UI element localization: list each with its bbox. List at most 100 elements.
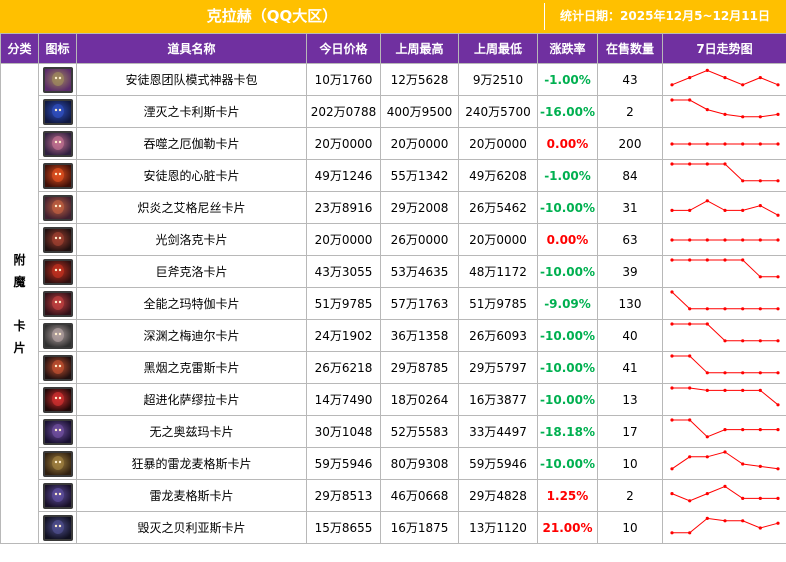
col-7day-trend: 7日走势图 [662,33,786,64]
last-week-high: 55万1342 [380,159,459,192]
trend-point [722,450,727,454]
trend-cell [662,223,786,256]
table-row: 湮灭之卡利斯卡片 202万0788 400万9500 240万5700 -16.00% 2 [1,95,786,128]
last-week-low: 26万6093 [458,319,538,352]
trend-point [740,496,744,500]
today-price: 15万8655 [306,511,381,544]
col-on-sale-qty: 在售数量 [597,33,663,64]
trend-point [705,371,709,375]
today-price: 43万3055 [306,255,381,288]
monster-card-icon[interactable] [42,290,73,317]
monster-card-icon[interactable] [42,162,73,189]
trend-point [740,307,744,311]
trend-point [775,339,780,343]
trend-point [669,258,674,262]
trend-point [705,322,709,326]
last-week-low: 49万6208 [458,159,538,192]
table-row: 毁灭之贝利亚斯卡片 15万8655 16万1875 13万1120 21.00% 10 [1,511,786,544]
monster-card-icon[interactable] [42,514,73,541]
trend-point [687,76,691,80]
trend-point [705,238,709,242]
icon-cell [38,319,77,352]
monster-card-icon[interactable] [42,386,73,413]
today-price: 59万5946 [306,447,381,480]
on-sale-qty: 84 [597,159,663,192]
trend-point [722,76,727,80]
last-week-high: 57万1763 [380,287,459,320]
trend-cell [662,95,786,128]
trend-cell [662,479,786,512]
last-week-low: 26万5462 [458,191,538,224]
icon-cell [38,95,77,128]
trend-point [775,142,780,146]
item-name: 湮灭之卡利斯卡片 [76,95,307,128]
monster-card-icon[interactable] [42,98,73,125]
trend-point [740,179,744,183]
trend-point [775,275,780,279]
item-name: 狂暴的雷龙麦格斯卡片 [76,447,307,480]
card-pack-icon[interactable] [42,66,73,93]
trend-point [722,142,727,146]
trend-point [669,98,674,102]
trend-point [740,462,744,466]
trend-sparkline [669,98,780,119]
change-rate: -9.09% [537,287,598,320]
last-week-high: 46万0668 [380,479,459,512]
today-price: 23万8916 [306,191,381,224]
last-week-high: 12万5628 [380,63,459,96]
col-today-price: 今日价格 [306,33,381,64]
table-body: 附魔卡片安徒恩团队模式神器卡包 10万1760 12万5628 9万2510 -1.00… [0,63,786,544]
trend-line [671,323,778,342]
on-sale-qty: 40 [597,319,663,352]
monster-card-icon[interactable] [42,194,73,221]
last-week-low: 20万0000 [458,127,538,160]
trend-sparkline [669,68,780,87]
item-name: 巨斧克洛卡片 [76,255,307,288]
trend-sparkline [669,199,780,217]
change-rate: -10.00% [537,319,598,352]
last-week-high: 36万1358 [380,319,459,352]
monster-card-icon[interactable] [42,322,73,349]
monster-card-icon[interactable] [42,226,73,253]
icon-cell [38,415,77,448]
trend-point [758,428,762,432]
monster-card-icon[interactable] [42,418,73,445]
item-name: 雷龙麦格斯卡片 [76,479,307,512]
monster-card-icon[interactable] [42,258,73,285]
item-name: 光剑洛克卡片 [76,223,307,256]
trend-point [669,208,674,212]
title-divider [544,3,545,30]
trend-sparkline [669,354,780,375]
icon-cell [38,351,77,384]
icon-cell [38,383,77,416]
trend-point [740,83,744,87]
monster-card-icon[interactable] [42,482,73,509]
trend-sparkline [669,290,780,311]
change-rate: -10.00% [537,255,598,288]
trend-cell [662,191,786,224]
table-row: 超进化萨缪拉卡片 14万7490 18万0264 16万3877 -10.00% 13 [1,383,786,416]
trend-point [705,258,709,262]
on-sale-qty: 39 [597,255,663,288]
change-rate: -10.00% [537,191,598,224]
trend-point [775,371,780,375]
last-week-high: 52万5583 [380,415,459,448]
trend-point [687,455,691,459]
trend-point [740,115,744,119]
trend-point [705,199,709,203]
icon-cell [38,447,77,480]
trend-point [687,162,691,166]
trend-point [669,492,674,496]
monster-card-icon[interactable] [42,130,73,157]
trend-point [722,428,727,432]
last-week-low: 240万5700 [458,95,538,128]
trend-point [687,307,691,311]
trend-point [687,499,691,503]
monster-card-icon[interactable] [42,450,73,477]
change-rate: 1.25% [537,479,598,512]
trend-point [669,531,674,535]
trend-cell [662,511,786,544]
monster-card-icon[interactable] [42,354,73,381]
trend-point [705,492,709,496]
